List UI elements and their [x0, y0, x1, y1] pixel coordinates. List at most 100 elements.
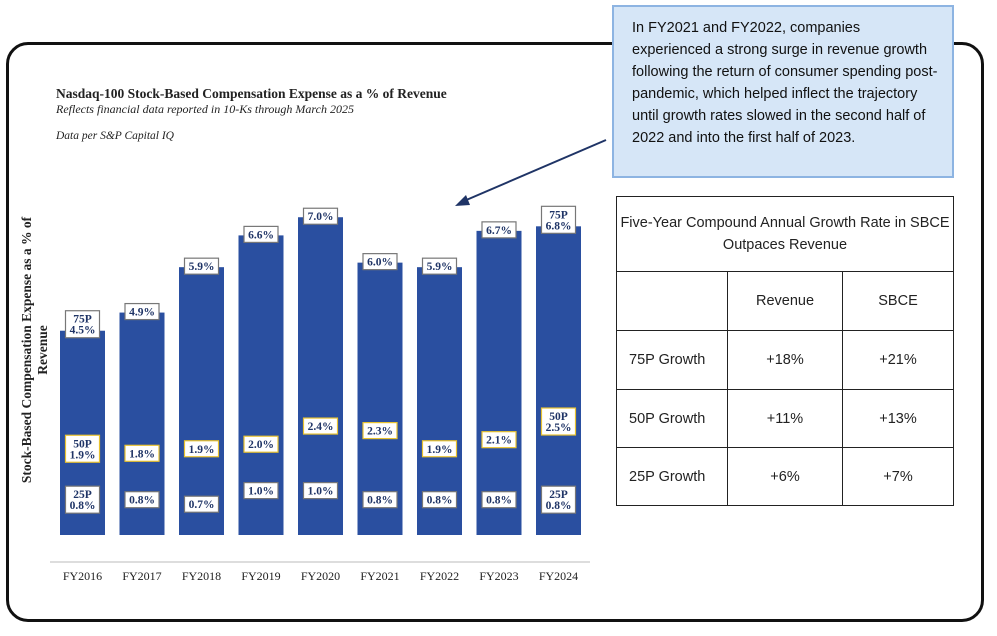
table-caption-row: Five-Year Compound Annual Growth Rate in… [616, 196, 954, 272]
label-50p-FY2024-text: 2.5% [546, 422, 572, 434]
bar-FY2022 [417, 267, 462, 535]
label-75p-FY2021: 6.0% [362, 253, 398, 271]
table-row: 75P Growth +18% +21% [616, 330, 954, 390]
label-50p-FY2023-box [481, 431, 517, 449]
label-50p-FY2019-text: 2.0% [248, 439, 274, 451]
label-25p-FY2024-box [540, 485, 577, 514]
label-25p-FY2021-box [362, 491, 398, 509]
label-50p-FY2018-box [183, 440, 220, 458]
x-tick-FY2016: FY2016 [63, 569, 102, 583]
label-75p-FY2023-text: 6.7% [486, 225, 512, 237]
label-75p-FY2024-text: 75P [549, 209, 568, 221]
x-tick-FY2023: FY2023 [479, 569, 518, 583]
label-50p-FY2022: 1.9% [421, 440, 458, 458]
table-row-label: 25P Growth [616, 447, 728, 506]
label-75p-FY2020-text: 7.0% [308, 211, 334, 223]
x-tick-FY2020: FY2020 [301, 569, 340, 583]
label-50p-FY2022-text: 1.9% [427, 444, 453, 456]
callout-text: In FY2021 and FY2022, companies experien… [632, 20, 938, 146]
x-tick-FY2022: FY2022 [420, 569, 459, 583]
label-25p-FY2022-box [421, 491, 458, 509]
label-25p-FY2016-text: 25P [73, 489, 92, 501]
label-75p-FY2024-box [540, 205, 577, 234]
bar-FY2018 [179, 267, 224, 535]
label-25p-FY2019: 1.0% [243, 482, 279, 500]
label-50p-FY2020: 2.4% [302, 417, 339, 435]
callout-box: In FY2021 and FY2022, companies experien… [612, 5, 954, 178]
label-50p-FY2019: 2.0% [243, 435, 279, 453]
label-25p-FY2024-text: 25P [549, 489, 568, 501]
label-50p-FY2017-box [124, 444, 160, 462]
label-75p-FY2022-box [421, 257, 458, 275]
label-25p-FY2020: 1.0% [302, 482, 339, 500]
callout-arrow-head [455, 195, 470, 206]
label-25p-FY2024-text: 0.8% [546, 500, 572, 512]
table-header-row: Revenue SBCE [616, 271, 954, 331]
label-75p-FY2023: 6.7% [481, 221, 517, 239]
label-75p-FY2017: 4.9% [124, 302, 160, 321]
label-50p-FY2016-text: 50P [73, 438, 92, 450]
label-50p-FY2022-box [421, 440, 458, 458]
table-header-blank [616, 271, 728, 331]
label-50p-FY2020-text: 2.4% [308, 421, 334, 433]
label-25p-FY2022: 0.8% [421, 491, 458, 509]
label-75p-FY2019-text: 6.6% [248, 229, 274, 241]
label-25p-FY2021: 0.8% [362, 491, 398, 509]
label-25p-FY2021-text: 0.8% [367, 495, 393, 507]
label-50p-FY2018-text: 1.9% [189, 444, 215, 456]
label-75p-FY2022: 5.9% [421, 257, 458, 275]
label-75p-FY2018: 5.9% [183, 257, 220, 275]
label-50p-FY2016-box [64, 434, 101, 463]
label-25p-FY2018-text: 0.7% [189, 499, 215, 511]
label-75p-FY2019-box [243, 225, 279, 243]
label-25p-FY2017: 0.8% [124, 491, 160, 509]
x-tick-FY2021: FY2021 [360, 569, 399, 583]
label-50p-FY2021-box [362, 421, 398, 440]
label-75p-FY2017-box [124, 302, 160, 321]
table-cell-sbce: +13% [842, 389, 954, 448]
table-cell-revenue: +6% [727, 447, 843, 506]
x-tick-FY2017: FY2017 [122, 569, 161, 583]
table-row: 25P Growth +6% +7% [616, 447, 954, 506]
x-tick-FY2018: FY2018 [182, 569, 221, 583]
label-25p-FY2022-text: 0.8% [427, 495, 453, 507]
label-50p-FY2021: 2.3% [362, 421, 398, 440]
chart-subtitle: Reflects financial data reported in 10-K… [56, 102, 354, 116]
label-75p-FY2021-text: 6.0% [367, 257, 393, 269]
label-50p-FY2024-box [540, 407, 577, 436]
label-25p-FY2020-text: 1.0% [308, 486, 334, 498]
label-25p-FY2019-text: 1.0% [248, 486, 274, 498]
chart-source: Data per S&P Capital IQ [56, 130, 174, 142]
label-25p-FY2018: 0.7% [183, 495, 220, 513]
label-50p-FY2019-box [243, 435, 279, 453]
label-50p-FY2021-text: 2.3% [367, 426, 393, 438]
label-75p-FY2018-box [183, 257, 220, 275]
label-50p-FY2017-text: 1.8% [129, 448, 155, 460]
label-50p-FY2016-text: 1.9% [70, 449, 96, 461]
label-75p-FY2023-box [481, 221, 517, 239]
label-75p-FY2020-box [302, 207, 339, 225]
label-50p-FY2017: 1.8% [124, 444, 160, 462]
label-75p-FY2019: 6.6% [243, 225, 279, 243]
label-25p-FY2020-box [302, 482, 339, 500]
label-50p-FY2018: 1.9% [183, 440, 220, 458]
label-25p-FY2023-box [481, 491, 517, 509]
x-tick-FY2019: FY2019 [241, 569, 280, 583]
label-25p-FY2017-text: 0.8% [129, 495, 155, 507]
table-cell-revenue: +11% [727, 389, 843, 448]
table-header-revenue: Revenue [727, 271, 843, 331]
label-25p-FY2023: 0.8% [481, 491, 517, 509]
label-25p-FY2018-box [183, 495, 220, 513]
callout-arrow [463, 139, 607, 202]
label-50p-FY2024-text: 50P [549, 411, 568, 423]
label-50p-FY2023: 2.1% [481, 431, 517, 449]
table-row-label: 50P Growth [616, 389, 728, 448]
table-header-sbce: SBCE [842, 271, 954, 331]
label-75p-FY2018-text: 5.9% [189, 261, 215, 273]
cagr-table: Five-Year Compound Annual Growth Rate in… [616, 196, 954, 506]
